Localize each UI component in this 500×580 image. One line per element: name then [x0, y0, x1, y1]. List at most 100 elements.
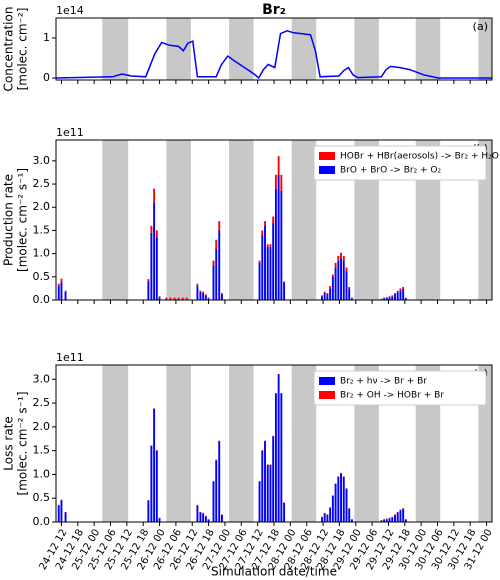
bar	[326, 294, 329, 300]
bar	[147, 281, 150, 300]
y-tick-label: 2.0	[33, 420, 51, 433]
shaded-span	[102, 140, 129, 300]
bar	[342, 260, 345, 300]
bar	[158, 297, 161, 300]
bar	[321, 295, 323, 297]
line	[55, 30, 492, 80]
legend-label: BrO + BrO -> Br₂ + O₂	[340, 166, 442, 176]
bar	[340, 258, 342, 300]
bar	[274, 393, 277, 522]
bar	[348, 287, 351, 289]
bar	[155, 230, 158, 238]
bar	[196, 505, 199, 522]
offset-label: 1e14	[56, 4, 84, 17]
bar	[323, 513, 326, 522]
x-axis-label: Simulation date/time	[211, 565, 337, 579]
y-axis-label: Production rate	[2, 174, 16, 266]
bar	[388, 296, 391, 298]
bar	[258, 262, 261, 300]
y-tick-label: 2.5	[33, 396, 51, 409]
bar	[272, 436, 275, 522]
chart-title: Br₂	[262, 2, 286, 18]
bar	[60, 500, 63, 522]
bar	[64, 290, 67, 292]
bar	[220, 294, 223, 300]
y-tick-label: 1	[43, 31, 50, 44]
y-tick-label: 2.5	[33, 177, 51, 190]
bar	[266, 246, 269, 300]
bar	[269, 464, 272, 522]
bar	[274, 174, 277, 189]
bar	[394, 294, 396, 300]
panel-label: (a)	[473, 20, 488, 33]
bar	[204, 516, 207, 522]
bar	[345, 267, 348, 272]
shaded-span	[166, 140, 191, 300]
bar	[264, 225, 266, 300]
offset-label: 1e11	[56, 351, 84, 364]
bar	[155, 237, 158, 300]
legend-swatch	[319, 391, 335, 399]
bar	[385, 519, 388, 522]
bar	[202, 513, 205, 522]
bar	[323, 291, 326, 294]
y-axis-label: [molec. cm⁻² s⁻¹]	[16, 168, 30, 272]
bar	[181, 297, 184, 300]
bar	[202, 291, 205, 294]
bar	[394, 293, 396, 295]
bar	[218, 221, 221, 231]
y-tick-label: 1.0	[33, 247, 51, 260]
bar	[60, 278, 63, 283]
bar	[388, 297, 391, 300]
bar	[264, 441, 266, 522]
y-tick-label: 1.5	[33, 444, 51, 457]
bar	[153, 188, 156, 203]
bar	[329, 288, 332, 300]
bar	[207, 519, 210, 522]
bar	[204, 294, 207, 296]
bar	[348, 288, 351, 300]
bar	[147, 279, 150, 282]
bar	[280, 174, 283, 192]
bar	[396, 512, 399, 522]
bar	[185, 297, 188, 300]
legend-swatch	[319, 377, 335, 385]
bar	[402, 288, 405, 300]
bar	[402, 287, 405, 289]
legend-swatch	[319, 152, 335, 160]
y-tick-label: 3.0	[33, 154, 51, 167]
shaded-span	[229, 365, 254, 522]
bar	[153, 202, 156, 300]
bar	[266, 244, 269, 247]
bar	[272, 216, 275, 224]
y-tick-label: 1.5	[33, 223, 51, 236]
bar	[350, 298, 353, 300]
bar	[326, 514, 329, 522]
bar	[280, 191, 283, 300]
y-axis-label: Concentration	[2, 7, 16, 92]
legend-label: Br₂ + hν -> Br + Br	[340, 377, 427, 387]
offset-label: 1e11	[56, 126, 84, 139]
bar	[153, 408, 156, 522]
y-tick-label: 1.0	[33, 467, 51, 480]
bar	[212, 265, 215, 300]
shaded-span	[102, 365, 129, 522]
bar	[57, 283, 60, 287]
shaded-span	[291, 365, 317, 522]
bar	[399, 288, 402, 291]
bar	[277, 374, 280, 522]
bar	[150, 445, 153, 522]
bar	[155, 450, 158, 522]
bar	[57, 505, 60, 522]
bar	[380, 520, 383, 522]
bar	[399, 290, 402, 300]
bar	[337, 255, 340, 261]
bar	[158, 296, 161, 298]
bar	[404, 519, 407, 522]
bar	[177, 297, 180, 300]
bar	[199, 512, 202, 522]
bar	[196, 283, 199, 287]
bar	[348, 508, 351, 522]
bar	[261, 235, 264, 300]
bar	[329, 507, 332, 522]
